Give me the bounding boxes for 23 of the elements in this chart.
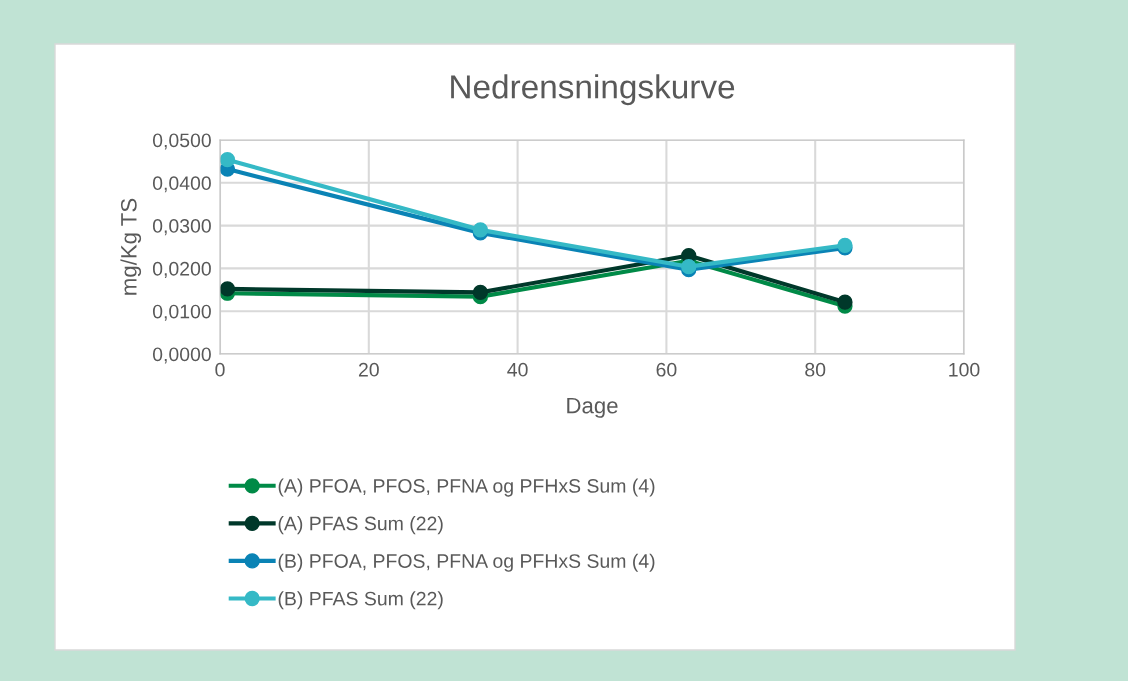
- y-tick-label: 0,0500: [152, 133, 211, 150]
- legend-label: (B) PFOA, PFOS, PFNA og PFHxS Sum (4): [278, 553, 655, 572]
- point: [220, 281, 236, 297]
- point: [472, 284, 489, 301]
- x-tick-label: 80: [805, 362, 826, 377]
- point: [837, 294, 853, 310]
- y-tick-label: 0,0100: [152, 304, 211, 321]
- x-tick-label: 0: [215, 362, 225, 377]
- point: [220, 152, 236, 168]
- legend-label: (A) PFAS Sum (22): [278, 516, 443, 535]
- x-tick-label: 60: [656, 362, 677, 377]
- y-tick-label: 0,0300: [152, 219, 211, 236]
- x-tick-label: 100: [949, 362, 980, 377]
- x-tick-label: 40: [507, 362, 528, 377]
- legend-label: (A) PFOA, PFOS, PFNA og PFHxS Sum (4): [278, 478, 655, 497]
- y-tick-label: 0,0400: [152, 176, 211, 193]
- y-axis-title: mg/Kg TS: [120, 198, 142, 295]
- legend-label: (B) PFAS Sum (22): [278, 591, 443, 610]
- y-tick-label: 0,0200: [152, 261, 211, 278]
- chart-title: Nedrensningskurve: [451, 74, 735, 106]
- x-tick-label: 20: [358, 362, 379, 377]
- y-tick-label: 0,0000: [152, 347, 211, 364]
- x-axis-title: Dage: [567, 397, 618, 418]
